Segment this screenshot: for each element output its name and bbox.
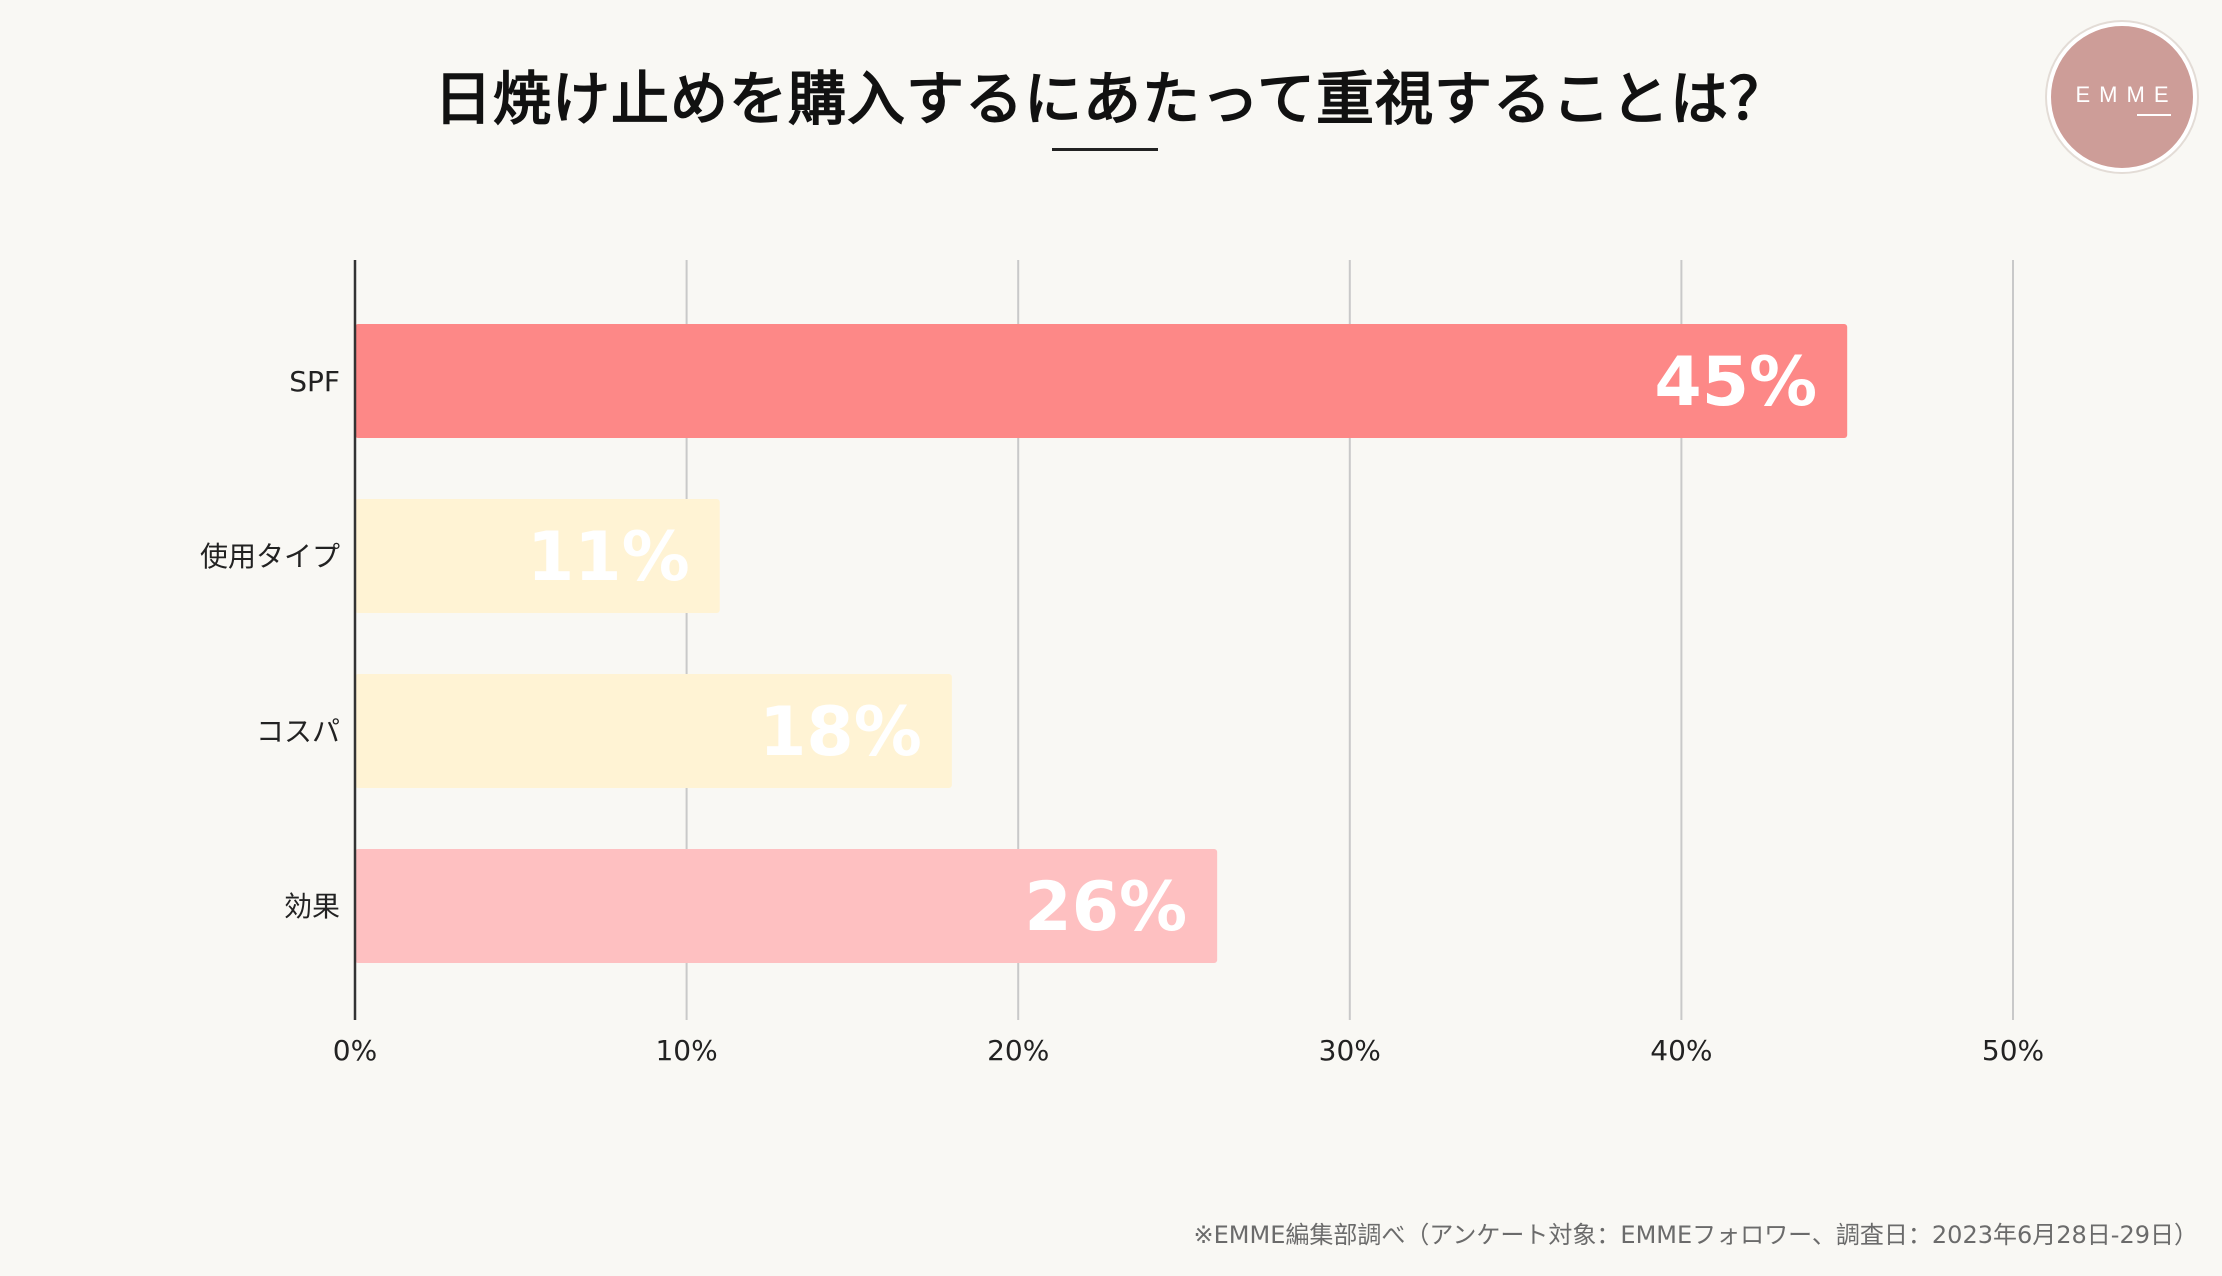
chart-title: 日焼け止めを購入するにあたって重視することは？ bbox=[433, 65, 1789, 133]
bar-1 bbox=[355, 324, 1848, 438]
category-label: コスパ bbox=[256, 715, 340, 748]
x-tick-label: 0% bbox=[333, 1034, 377, 1067]
x-tick-label: 40% bbox=[1650, 1034, 1712, 1067]
bar-4 bbox=[355, 849, 1218, 963]
source-footnote: ※EMME編集部調べ（アンケート対象：EMMEフォロワー、調査日：2023年6月… bbox=[1193, 1221, 2198, 1249]
bar-3 bbox=[355, 674, 952, 788]
category-label: 効果 bbox=[284, 890, 340, 923]
x-tick-label: 20% bbox=[987, 1034, 1049, 1067]
x-tick-label: 50% bbox=[1982, 1034, 2044, 1067]
data-label: 26% bbox=[1024, 868, 1187, 947]
title-underline bbox=[1052, 148, 1158, 151]
logo-text: EMME bbox=[2075, 82, 2178, 107]
bar-2 bbox=[355, 499, 720, 613]
x-tick-label: 30% bbox=[1319, 1034, 1381, 1067]
x-tick-label: 10% bbox=[655, 1034, 717, 1067]
category-label: SPF bbox=[289, 365, 340, 398]
data-label: 45% bbox=[1654, 343, 1817, 422]
emme-logo: EMME bbox=[2047, 22, 2197, 172]
data-label: 11% bbox=[527, 518, 690, 597]
logo-underline bbox=[2137, 114, 2171, 116]
data-label: 18% bbox=[759, 693, 922, 772]
category-label: 使用タイプ bbox=[200, 540, 340, 573]
